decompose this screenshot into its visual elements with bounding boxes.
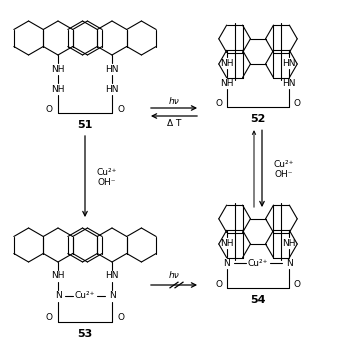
Text: HN: HN [282, 59, 296, 68]
Text: NH: NH [220, 79, 234, 88]
Text: HN: HN [105, 271, 119, 280]
Text: O: O [215, 99, 222, 108]
Text: hν: hν [169, 271, 179, 280]
Text: NH: NH [51, 271, 65, 280]
Text: 54: 54 [250, 295, 266, 305]
Text: O: O [215, 280, 222, 289]
Text: N: N [223, 259, 230, 268]
Text: OH⁻: OH⁻ [275, 170, 293, 179]
Text: HN: HN [282, 79, 296, 88]
Text: NH: NH [220, 59, 234, 68]
Text: HN: HN [105, 64, 119, 73]
Text: O: O [118, 314, 124, 323]
Text: N: N [286, 259, 293, 268]
Text: Cu²⁺: Cu²⁺ [75, 292, 95, 301]
Text: NH: NH [51, 85, 65, 94]
Text: O: O [294, 99, 301, 108]
Text: Δ T: Δ T [167, 118, 181, 127]
Text: hν: hν [169, 96, 179, 105]
Text: O: O [118, 104, 124, 113]
Text: Cu²⁺: Cu²⁺ [248, 259, 268, 268]
Text: HN: HN [105, 85, 119, 94]
Text: 51: 51 [77, 120, 93, 130]
Text: NH: NH [220, 239, 234, 248]
Text: O: O [294, 280, 301, 289]
Text: OH⁻: OH⁻ [98, 178, 116, 187]
Text: N: N [109, 292, 115, 301]
Text: Cu²⁺: Cu²⁺ [97, 168, 117, 177]
Text: 52: 52 [250, 114, 266, 124]
Text: Cu²⁺: Cu²⁺ [274, 160, 294, 169]
Text: N: N [55, 292, 61, 301]
Text: 53: 53 [77, 329, 93, 339]
Text: NH: NH [282, 239, 296, 248]
Text: O: O [45, 104, 53, 113]
Text: O: O [45, 314, 53, 323]
Text: NH: NH [51, 64, 65, 73]
